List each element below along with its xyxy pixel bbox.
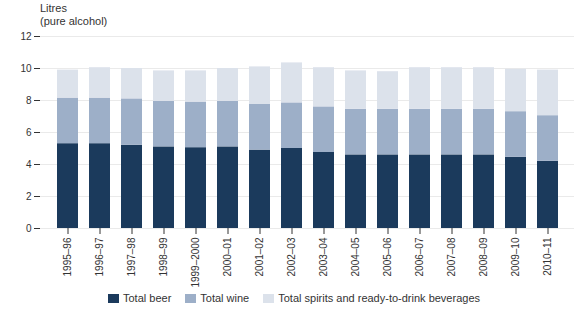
svg-text:1996–97: 1996–97 [94, 237, 105, 276]
svg-text:1998–99: 1998–99 [158, 237, 169, 276]
svg-text:10: 10 [20, 63, 32, 74]
svg-text:2005–06: 2005–06 [382, 237, 393, 276]
svg-text:2008–09: 2008–09 [478, 237, 489, 276]
html-text:(pure alcohol): (pure alcohol) [40, 15, 108, 27]
html-text:Total beer: Total beer [123, 292, 172, 304]
svg-text:6: 6 [26, 127, 32, 138]
svg-text:2001–02: 2001–02 [254, 237, 265, 276]
svg-text:2003–04: 2003–04 [318, 237, 329, 276]
svg-text:12: 12 [20, 31, 32, 42]
svg-text:2: 2 [26, 191, 32, 202]
svg-text:8: 8 [26, 95, 32, 106]
svg-text:2004–05: 2004–05 [350, 237, 361, 276]
svg-text:2006–07: 2006–07 [414, 237, 425, 276]
svg-text:2000–01: 2000–01 [222, 237, 233, 276]
svg-text:4: 4 [26, 159, 32, 170]
svg-text:2002–03: 2002–03 [286, 237, 297, 276]
svg-text:2007–08: 2007–08 [446, 237, 457, 276]
html-text:Total spirits and ready-to-dri: Total spirits and ready-to-drink beverag… [278, 292, 480, 304]
svg-text:1995–96: 1995–96 [62, 237, 73, 276]
svg-text:1997–98: 1997–98 [126, 237, 137, 276]
svg-text:0: 0 [26, 223, 32, 234]
svg-text:2009–10: 2009–10 [510, 237, 521, 276]
svg-text:1999–2000: 1999–2000 [190, 237, 201, 287]
html-text:Total wine: Total wine [200, 292, 250, 304]
html-text:Litres: Litres [40, 2, 67, 14]
svg-text:2010–11: 2010–11 [542, 237, 553, 276]
